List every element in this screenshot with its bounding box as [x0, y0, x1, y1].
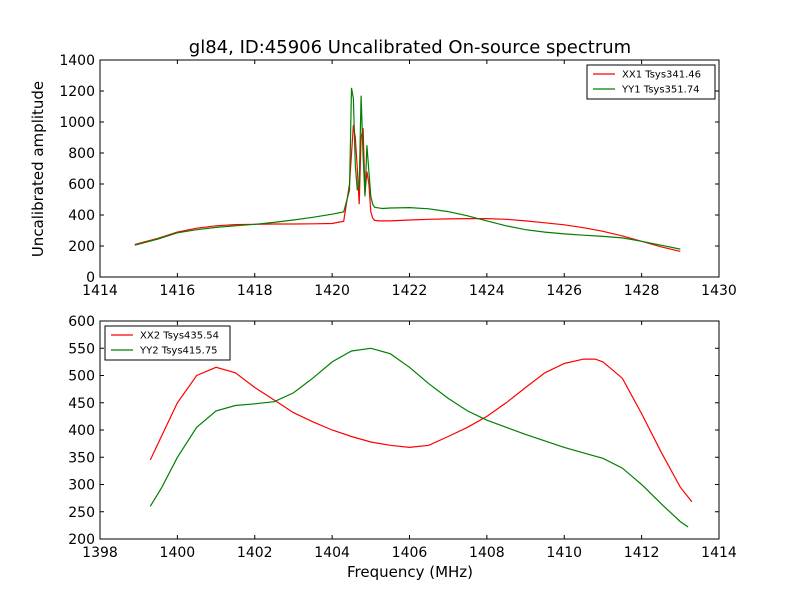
legend-box — [104, 325, 231, 361]
y-tick-label: 1000 — [59, 115, 95, 131]
x-tick-label: 1408 — [469, 545, 505, 561]
legend-entry: XX1 Tsys341.46 — [622, 70, 701, 81]
x-tick-label: 1428 — [624, 283, 660, 299]
x-tick-label: 1418 — [237, 283, 273, 299]
y-tick-label: 300 — [68, 478, 95, 494]
top-y-axis-label: Uncalibrated amplitude — [29, 81, 47, 257]
legend: XX2 Tsys435.54 YY2 Tsys415.75 — [104, 325, 231, 361]
y-tick-label: 200 — [68, 532, 95, 548]
bottom-plot-panel: 1398 1400 1402 1404 1406 1408 1410 1412 1414 200 2… — [68, 314, 737, 561]
x-tick-label: 1404 — [314, 545, 350, 561]
series-line-1-1 — [149, 347, 689, 528]
legend-entry: XX2 Tsys435.54 — [140, 331, 219, 342]
x-tick-label: 1410 — [546, 545, 582, 561]
y-tick-label: 800 — [68, 146, 95, 162]
y-tick-label: 400 — [68, 208, 95, 224]
x-tick-label: 1398 — [82, 545, 118, 561]
x-tick-label: 1420 — [314, 283, 350, 299]
y-tick-label: 500 — [68, 369, 95, 385]
y-tick-label: 350 — [68, 450, 95, 466]
legend: XX1 Tsys341.46 YY1 Tsys351.74 — [586, 64, 716, 100]
y-tick-label: 0 — [86, 270, 95, 286]
x-tick-label: 1414 — [701, 545, 737, 561]
x-tick-label: 1412 — [624, 545, 660, 561]
y-tick-label: 250 — [68, 505, 95, 521]
y-tick-label: 600 — [68, 177, 95, 193]
x-tick-label: 1400 — [160, 545, 196, 561]
legend-entry: YY2 Tsys415.75 — [139, 346, 218, 357]
y-tick-label: 1200 — [59, 84, 95, 100]
x-tick-label: 1402 — [237, 545, 273, 561]
x-tick-label: 1424 — [469, 283, 505, 299]
x-tick-label: 1422 — [392, 283, 428, 299]
y-tick-label: 200 — [68, 239, 95, 255]
y-tick-label: 600 — [68, 314, 95, 330]
legend-box — [586, 64, 716, 100]
series-line-0-0 — [134, 125, 681, 252]
y-tick-label: 1400 — [59, 53, 95, 69]
series-line-0-1 — [134, 87, 681, 250]
legend-entry: YY1 Tsys351.74 — [621, 85, 700, 96]
series-line-1-0 — [149, 358, 693, 503]
top-plot-panel: 1414 1416 1418 1420 1422 1424 1426 1428 1430 0 200… — [59, 53, 736, 299]
y-tick-label: 550 — [68, 341, 95, 357]
x-tick-label: 1406 — [392, 545, 428, 561]
x-tick-label: 1426 — [546, 283, 582, 299]
bottom-x-axis-label: Frequency (MHz) — [347, 563, 473, 581]
x-tick-label: 1414 — [82, 283, 118, 299]
x-tick-label: 1416 — [160, 283, 196, 299]
y-tick-label: 400 — [68, 423, 95, 439]
x-tick-label: 1430 — [701, 283, 737, 299]
chart-title: gl84, ID:45906 Uncalibrated On-source sp… — [189, 37, 631, 58]
y-tick-label: 450 — [68, 396, 95, 412]
